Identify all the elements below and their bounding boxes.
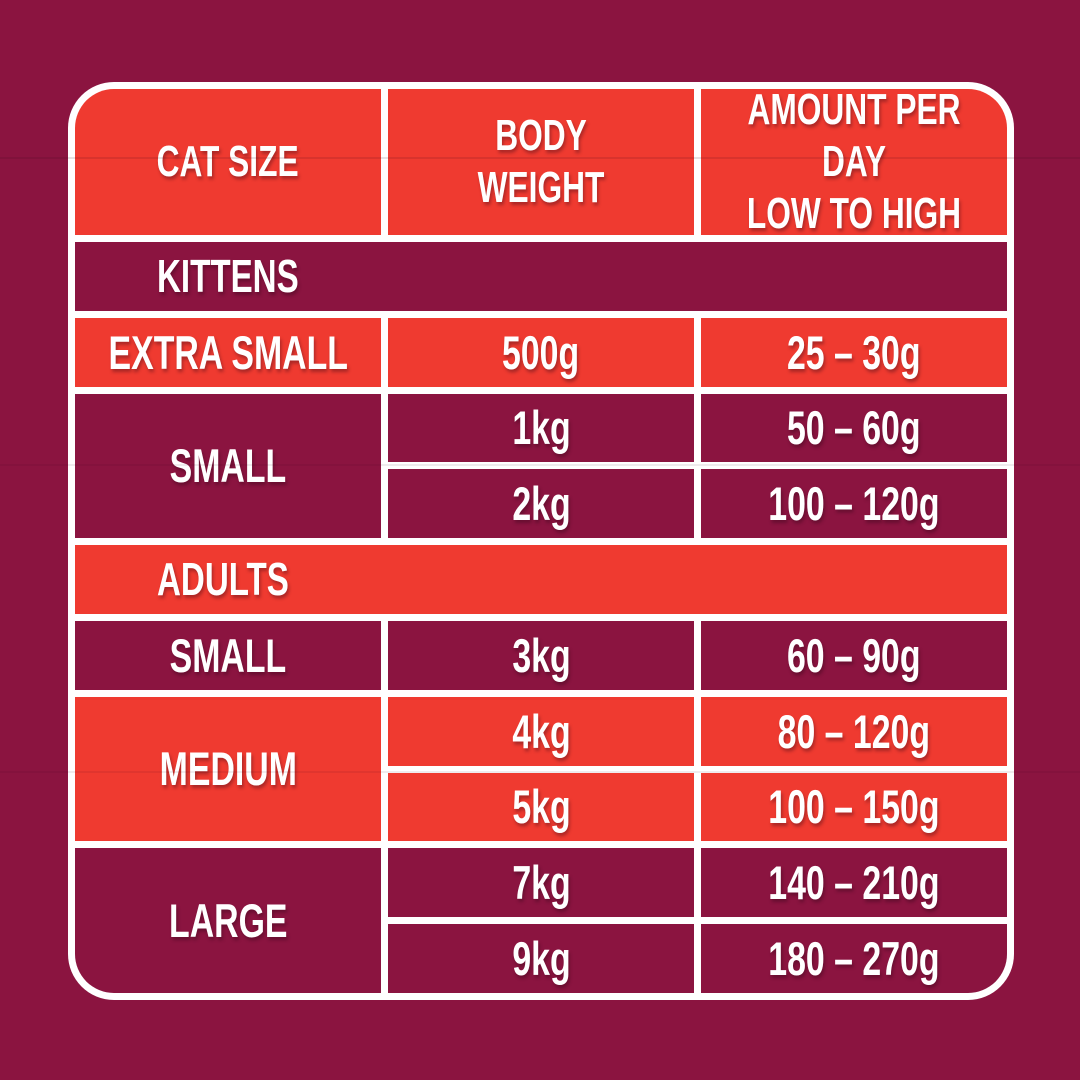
adults-medium-weight-1-value: 4kg xyxy=(511,704,571,758)
header-cat-size-label: CAT SIZE xyxy=(157,137,299,187)
kittens-extra-small-amount-value: 25 – 30g xyxy=(787,325,921,379)
adults-large-amount-2-value: 180 – 270g xyxy=(768,931,940,985)
section-adults-label: ADULTS xyxy=(157,553,289,606)
kittens-small-weight-1-value: 1kg xyxy=(511,401,571,455)
kittens-small-amount-2-value: 100 – 120g xyxy=(768,477,940,531)
cell-adults-medium-amount-2: 100 – 150g xyxy=(701,772,1007,842)
header-amount-per-day-label: AMOUNT PER DAY LOW TO HIGH xyxy=(744,89,964,235)
cell-adults-medium-size: MEDIUM xyxy=(75,696,381,842)
adults-large-label: LARGE xyxy=(168,894,288,948)
section-header-kittens: KITTENS xyxy=(75,242,1007,311)
cell-kittens-small-weight-2: 2kg xyxy=(388,469,694,539)
adults-small-label: SMALL xyxy=(169,628,287,682)
kittens-small-label: SMALL xyxy=(169,439,287,493)
cell-adults-small-weight: 3kg xyxy=(388,621,694,690)
header-body-weight-label: BODY WEIGHT xyxy=(477,111,605,212)
cell-adults-medium-weight-2: 5kg xyxy=(388,772,694,842)
feeding-guide-table-card: CAT SIZE BODY WEIGHT AMOUNT PER DAY LOW T… xyxy=(68,82,1014,1000)
header-amount-line2: LOW TO HIGH xyxy=(746,188,962,235)
cell-adults-small-size: SMALL xyxy=(75,621,381,690)
cell-kittens-small-amount-1: 50 – 60g xyxy=(701,393,1007,463)
cell-adults-large-size: LARGE xyxy=(75,848,381,993)
adults-medium-weight-2-value: 5kg xyxy=(511,780,571,834)
adults-small-weight-value: 3kg xyxy=(511,628,571,682)
feeding-guide-grid: CAT SIZE BODY WEIGHT AMOUNT PER DAY LOW T… xyxy=(75,89,1007,993)
kittens-extra-small-label: EXTRA SMALL xyxy=(108,325,348,379)
kittens-small-weight-2-value: 2kg xyxy=(511,477,571,531)
cell-adults-large-weight-2: 9kg xyxy=(388,924,694,993)
cell-kittens-extra-small-size: EXTRA SMALL xyxy=(75,317,381,387)
cell-adults-medium-amount-1: 80 – 120g xyxy=(701,696,1007,766)
header-amount-per-day: AMOUNT PER DAY LOW TO HIGH xyxy=(701,89,1007,235)
adults-large-weight-1-value: 7kg xyxy=(511,856,571,910)
adults-medium-label: MEDIUM xyxy=(159,742,297,796)
header-amount-line1: AMOUNT PER DAY xyxy=(747,89,961,187)
cell-kittens-small-amount-2: 100 – 120g xyxy=(701,469,1007,539)
cell-adults-large-weight-1: 7kg xyxy=(388,848,694,918)
cell-kittens-extra-small-weight: 500g xyxy=(388,317,694,387)
cell-kittens-small-size: SMALL xyxy=(75,393,381,539)
adults-large-weight-2-value: 9kg xyxy=(511,931,571,985)
section-header-adults: ADULTS xyxy=(75,545,1007,614)
cell-kittens-small-weight-1: 1kg xyxy=(388,393,694,463)
adults-large-amount-1-value: 140 – 210g xyxy=(768,856,940,910)
section-kittens-label: KITTENS xyxy=(157,250,299,303)
kittens-extra-small-weight-value: 500g xyxy=(502,325,580,379)
header-body-weight: BODY WEIGHT xyxy=(388,89,694,235)
header-cat-size: CAT SIZE xyxy=(75,89,381,235)
adults-medium-amount-1-value: 80 – 120g xyxy=(777,704,931,758)
cell-kittens-extra-small-amount: 25 – 30g xyxy=(701,317,1007,387)
cell-adults-small-amount: 60 – 90g xyxy=(701,621,1007,690)
kittens-small-amount-1-value: 50 – 60g xyxy=(787,401,921,455)
adults-medium-amount-2-value: 100 – 150g xyxy=(768,780,940,834)
cell-adults-large-amount-2: 180 – 270g xyxy=(701,924,1007,993)
cell-adults-large-amount-1: 140 – 210g xyxy=(701,848,1007,918)
adults-small-amount-value: 60 – 90g xyxy=(787,628,921,682)
cell-adults-medium-weight-1: 4kg xyxy=(388,696,694,766)
